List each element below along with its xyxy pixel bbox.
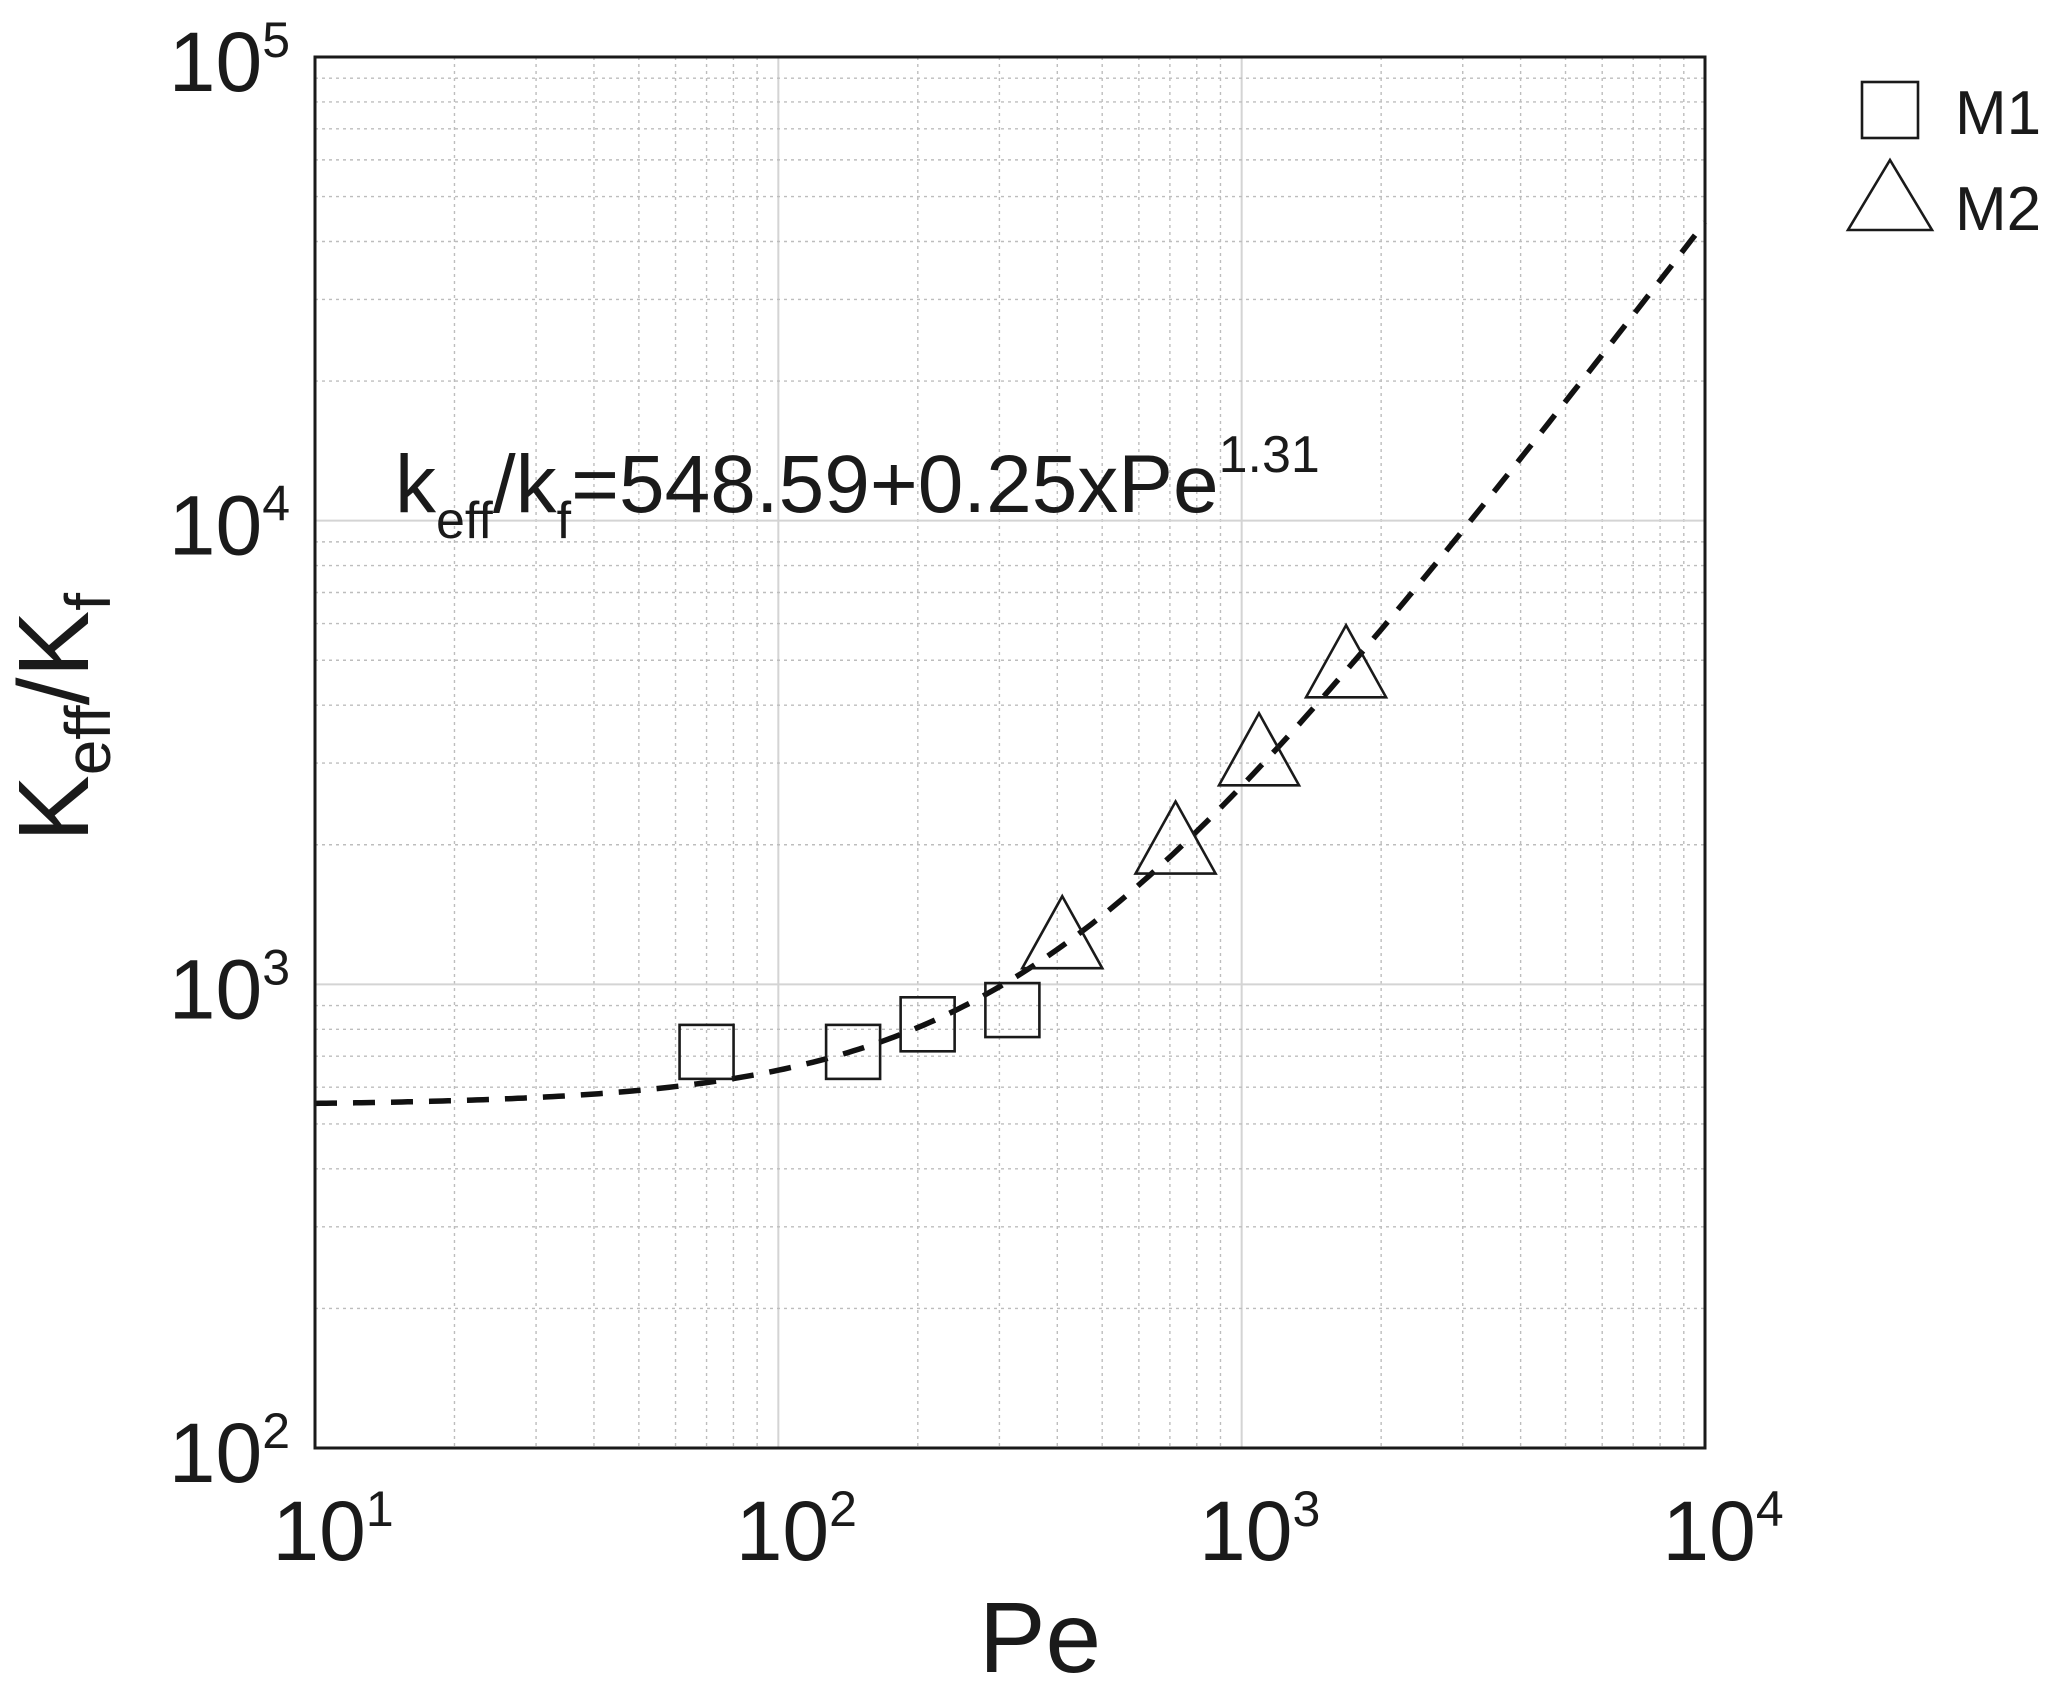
y-tick-label: 104	[169, 476, 290, 573]
data-point-m1	[984, 981, 1041, 1039]
x-tick-label: 101	[272, 1481, 393, 1578]
data-point-m1	[824, 1023, 882, 1081]
data-point-m1	[678, 1023, 735, 1081]
x-tick-label: 103	[1199, 1481, 1320, 1578]
y-tick-label: 102	[169, 1403, 290, 1500]
x-tick-label: 102	[736, 1481, 857, 1578]
legend-square-marker	[1860, 80, 1920, 140]
x-axis-label: Pe	[979, 1582, 1101, 1694]
x-tick-labels: 101 102 103 104	[272, 1481, 1783, 1578]
fit-equation-annotation: keff/kf=548.59+0.25xPe1.31	[395, 426, 1320, 550]
legend: M1 M2	[1845, 79, 2041, 244]
data-point-m2	[1133, 798, 1218, 875]
data-markers	[678, 622, 1389, 1081]
fit-curve	[314, 220, 1708, 1107]
data-point-m2	[1020, 893, 1105, 970]
y-tick-label: 105	[169, 12, 290, 109]
legend-label-m2: M2	[1955, 175, 2041, 244]
y-axis-label: Keff/Kf	[0, 593, 124, 842]
legend-triangle-marker	[1845, 157, 1935, 232]
legend-label-m1: M1	[1955, 79, 2041, 148]
x-tick-label: 104	[1662, 1481, 1783, 1578]
plot-frame	[313, 55, 1707, 1450]
y-tick-label: 103	[169, 939, 290, 1036]
data-point-m2	[1216, 710, 1302, 787]
grid	[315, 57, 1705, 1448]
y-tick-labels: 102 103 104 105	[169, 12, 290, 1500]
data-point-m1	[899, 995, 956, 1053]
data-point-m2	[1303, 622, 1389, 699]
